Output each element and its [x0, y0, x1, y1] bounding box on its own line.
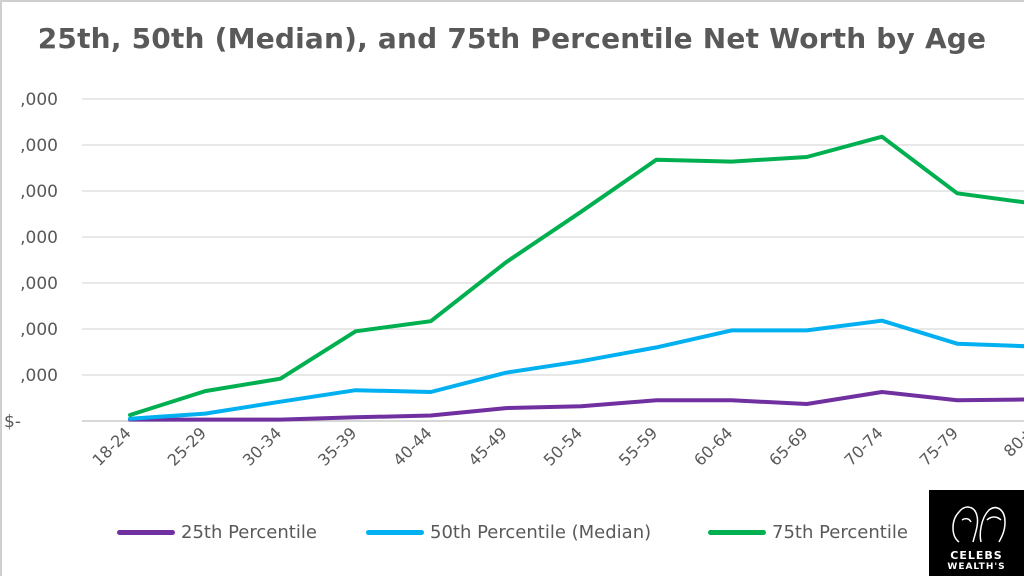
x-tick-label: 40-44 [389, 423, 435, 469]
y-tick-label: ,000 [20, 366, 58, 386]
legend-swatch-25th [117, 530, 175, 535]
y-tick-label: $- [4, 412, 21, 432]
frame-left [0, 0, 2, 576]
x-tick-label: 30-34 [239, 423, 285, 469]
x-tick-label: 65-69 [765, 423, 811, 469]
legend-label-25th: 25th Percentile [181, 522, 317, 543]
legend-swatch-50th [366, 530, 424, 535]
series-line-75th [128, 134, 1024, 417]
x-tick-label: 35-39 [314, 423, 360, 469]
series-line-25th [128, 390, 1024, 422]
y-tick-label: ,000 [20, 274, 58, 294]
y-tick-label: ,000 [20, 228, 58, 248]
silhouette-icon [952, 506, 1006, 543]
legend-label-50th: 50th Percentile (Median) [430, 522, 652, 543]
x-tick-label: 70-74 [841, 423, 887, 469]
gridlines [82, 98, 1024, 422]
series-line-50th [128, 318, 1024, 421]
frame-top [0, 0, 1024, 2]
y-tick-label: ,000 [20, 90, 58, 110]
logo-text-line1: CELEBS [950, 549, 1003, 562]
celebs-wealths-logo: CELEBS WEALTH'S [929, 490, 1024, 576]
x-tick-label: 60-64 [690, 423, 736, 469]
legend-label-75th: 75th Percentile [772, 522, 908, 543]
y-tick-label: ,000 [20, 182, 58, 202]
x-tick-label: 55-59 [615, 423, 661, 469]
x-tick-label: 75-79 [916, 423, 962, 469]
y-axis-tick-labels: ,000 ,000 ,000 ,000 ,000 ,000 ,000 $- [4, 90, 58, 432]
y-tick-label: ,000 [20, 320, 58, 340]
x-tick-label: 50-54 [540, 423, 586, 469]
y-tick-label: ,000 [20, 136, 58, 156]
x-tick-label: 45-49 [465, 423, 511, 469]
legend: 25th Percentile 50th Percentile (Median)… [0, 522, 1024, 552]
legend-item-25th: 25th Percentile [117, 522, 317, 543]
x-tick-label: 25-29 [164, 423, 210, 469]
x-tick-label: 18-24 [89, 423, 135, 469]
series-lines [128, 134, 1024, 422]
legend-item-50th: 50th Percentile (Median) [366, 522, 651, 543]
x-axis-tick-labels: 18-24 25-29 30-34 35-39 40-44 45-49 50-54 55-59… [89, 423, 1024, 469]
legend-swatch-75th [708, 530, 766, 535]
legend-item-75th: 75th Percentile [708, 522, 908, 543]
chart-title: 25th, 50th (Median), and 75th Percentile… [37, 22, 987, 55]
logo-text-line2: WEALTH'S [947, 562, 1006, 572]
x-tick-label: 80+ [1000, 423, 1024, 460]
